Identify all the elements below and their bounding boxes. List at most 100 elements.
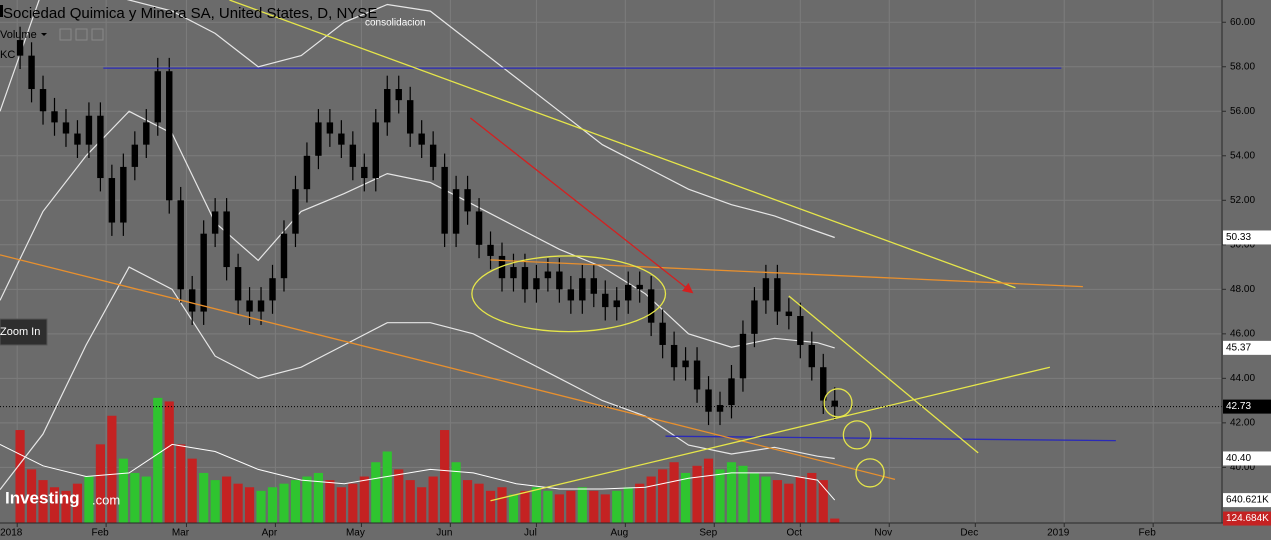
candle-body: [246, 300, 253, 312]
volume-bar: [497, 487, 507, 523]
volume-bar: [703, 458, 714, 523]
legend-item: Volume: [0, 29, 37, 41]
candle-body: [234, 267, 242, 301]
volume-bar: [623, 487, 633, 523]
y-tick-label: 48.00: [1230, 284, 1255, 295]
candle-body: [820, 367, 827, 401]
candle-body: [326, 122, 334, 134]
y-tick-label: 50.00: [1230, 239, 1255, 250]
candle-body: [705, 389, 712, 412]
volume-bar: [658, 469, 668, 523]
candle-body: [808, 344, 816, 368]
volume-bar: [474, 483, 484, 523]
x-tick-label: Sep: [699, 528, 717, 539]
volume-bar: [325, 480, 335, 523]
drawn-ellipse: [855, 458, 885, 488]
volume-bar: [428, 476, 438, 523]
candle-body: [464, 189, 471, 212]
volume-bar: [508, 494, 519, 523]
volume-bar: [749, 472, 760, 523]
volume-bar: [738, 465, 748, 523]
volume-bar: [210, 480, 220, 523]
volume-bar: [635, 483, 645, 523]
volume-bar: [761, 476, 771, 523]
legend-caret: [41, 33, 47, 36]
x-tick-label: Dec: [960, 528, 978, 539]
volume-bar: [680, 472, 691, 523]
candle-body: [269, 278, 276, 301]
candle-body: [521, 267, 529, 290]
candle-body: [406, 100, 414, 134]
candle-body: [257, 300, 265, 312]
keltner-lower: [0, 266, 835, 490]
candle-body: [602, 293, 609, 308]
volume-bar: [107, 415, 117, 523]
legend-icon: [91, 28, 104, 41]
candle-body: [395, 89, 402, 101]
drawn-line: [490, 366, 1051, 502]
price-tag-label: 45.37: [1226, 342, 1251, 353]
candle-body: [108, 178, 116, 223]
candle-body: [429, 144, 437, 167]
zoom-button-label[interactable]: Zoom In: [0, 326, 40, 338]
candle-body: [120, 166, 127, 223]
candle-body: [728, 378, 735, 406]
candle-body: [16, 40, 24, 56]
zoom-button[interactable]: Zoom In: [0, 318, 48, 346]
brand-suffix: .com: [92, 492, 120, 507]
price-tag-label: 42.73: [1226, 401, 1251, 412]
annotation: consolidacion: [365, 18, 426, 29]
volume-bar: [72, 483, 83, 523]
candle-body: [751, 300, 758, 334]
candle-body: [797, 316, 804, 345]
keltner-middle: [0, 110, 835, 349]
x-tick-label: 2019: [1047, 528, 1070, 539]
zoom-button-box[interactable]: [0, 318, 48, 346]
candle-body: [315, 122, 322, 156]
candle-body: [74, 133, 81, 145]
candle-body: [280, 233, 288, 279]
candle-body: [510, 267, 517, 279]
price-tag-label: 640.621K: [1226, 495, 1269, 506]
plot-area: [0, 0, 1222, 523]
candle-body: [349, 144, 357, 167]
volume-bar: [612, 490, 622, 523]
candle-body: [716, 405, 724, 412]
price-tag-box: [1223, 230, 1271, 245]
x-tick-label: Feb: [92, 528, 110, 539]
price-tag-box: [1223, 511, 1271, 526]
candle-body: [567, 289, 575, 301]
volume-bar: [669, 462, 679, 523]
candle-body: [739, 333, 747, 379]
volume-bar: [394, 469, 404, 523]
volume-bar: [176, 444, 186, 523]
volume-bar: [405, 480, 415, 523]
candle-body: [200, 233, 207, 312]
volume-bar: [359, 476, 369, 523]
axes: 40.00 42.00 44.00 46.00 48.00 50.00 52.00 54.00…: [0, 17, 1255, 539]
brand-logo: Investing: [5, 488, 80, 507]
volume-bar: [554, 494, 564, 523]
price-tag-box: [1223, 451, 1271, 466]
volume-bar: [692, 465, 702, 523]
candle-body: [670, 344, 678, 368]
y-tick-label: 42.00: [1230, 417, 1255, 428]
volume-bar: [462, 480, 473, 523]
candle-body: [303, 155, 311, 190]
legend-icon: [75, 28, 88, 41]
volume-bar: [818, 480, 828, 523]
candle-body: [338, 133, 345, 145]
volume-bar: [130, 472, 140, 523]
candle-body: [590, 278, 598, 294]
candle-body: [51, 111, 58, 123]
volume-bar: [795, 476, 805, 523]
candle-body: [624, 284, 632, 301]
y-tick-label: 40.00: [1230, 462, 1255, 473]
candle-body: [452, 189, 460, 234]
candle-body: [188, 289, 196, 312]
x-tick-label: Oct: [787, 528, 803, 539]
x-tick-label: 2018: [0, 528, 23, 539]
x-tick-label: Aug: [610, 528, 628, 539]
